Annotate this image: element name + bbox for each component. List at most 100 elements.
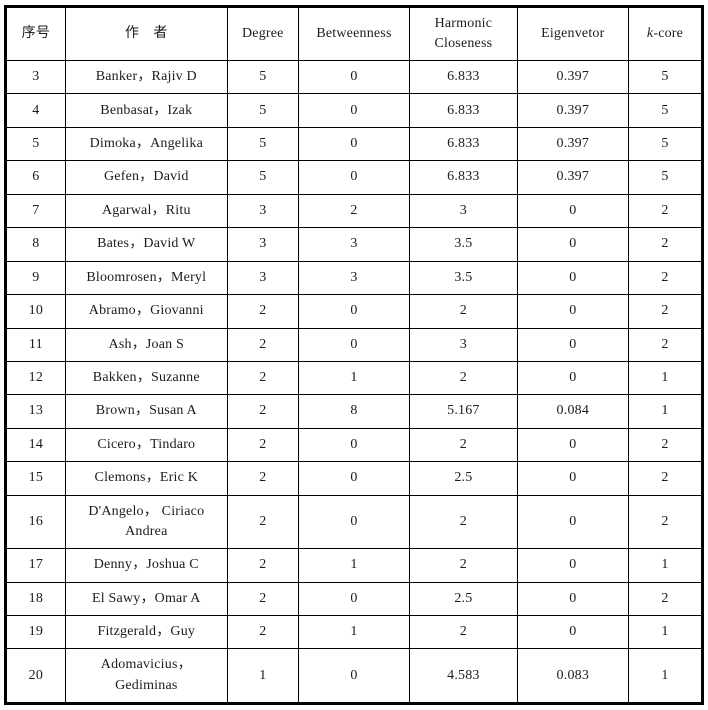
cell-eigenvector: 0.397 xyxy=(516,59,630,95)
cell-kcore: 2 xyxy=(628,461,702,496)
cell-degree: 2 xyxy=(226,327,299,362)
cell-eigenvector: 0.397 xyxy=(516,93,630,128)
cell-degree: 2 xyxy=(226,494,299,550)
table-row: 8 Bates，David W 3 3 3.5 0 2 xyxy=(6,227,702,262)
cell-eigenvector: 0.397 xyxy=(516,160,630,195)
cell-harmonic-closeness: 6.833 xyxy=(409,126,518,162)
cell-eigenvector: 0 xyxy=(516,581,630,617)
cell-author: Banker，Rajiv D xyxy=(64,59,228,95)
cell-degree: 3 xyxy=(226,227,299,262)
cell-index: 17 xyxy=(6,548,66,583)
cell-harmonic-closeness: 4.583 xyxy=(409,648,518,703)
cell-kcore: 2 xyxy=(628,427,702,463)
header-row: 序号 作 者 Degree Betweenness Harmonic Close… xyxy=(6,7,702,61)
header-author: 作 者 xyxy=(64,7,228,61)
cell-kcore: 2 xyxy=(628,581,702,617)
cell-index: 4 xyxy=(6,93,66,128)
cell-betweenness: 2 xyxy=(297,193,411,229)
cell-degree: 2 xyxy=(226,615,299,650)
cell-author: Bloomrosen，Meryl xyxy=(64,260,228,296)
cell-degree: 2 xyxy=(226,294,299,329)
cell-author: Ash，Joan S xyxy=(64,327,228,362)
kcore-rest: -core xyxy=(653,25,684,41)
cell-harmonic-closeness: 2 xyxy=(409,427,518,463)
cell-betweenness: 0 xyxy=(297,160,411,195)
cell-index: 9 xyxy=(6,260,66,296)
cell-eigenvector: 0 xyxy=(516,260,630,296)
cell-author: Benbasat，Izak xyxy=(64,93,228,128)
cell-eigenvector: 0 xyxy=(516,461,630,496)
kcore-k-italic: k xyxy=(646,25,654,41)
cell-harmonic-closeness: 2 xyxy=(409,615,518,650)
cell-kcore: 1 xyxy=(628,548,702,583)
cell-author: Fitzgerald，Guy xyxy=(64,615,228,650)
table-row: 11 Ash，Joan S 2 0 3 0 2 xyxy=(6,327,702,362)
cell-kcore: 1 xyxy=(628,648,702,703)
cell-harmonic-closeness: 2.5 xyxy=(409,581,518,617)
cell-kcore: 5 xyxy=(628,160,702,195)
table-row: 9 Bloomrosen，Meryl 3 3 3.5 0 2 xyxy=(6,260,702,296)
cell-betweenness: 1 xyxy=(297,548,411,583)
table-row: 10 Abramo，Giovanni 2 0 2 0 2 xyxy=(6,294,702,329)
cell-eigenvector: 0 xyxy=(516,294,630,329)
cell-eigenvector: 0.084 xyxy=(516,394,630,429)
cell-harmonic-closeness: 3.5 xyxy=(409,227,518,262)
cell-author: Bates，David W xyxy=(64,227,228,262)
cell-author: Abramo，Giovanni xyxy=(64,294,228,329)
table-row: 3 Banker，Rajiv D 5 0 6.833 0.397 5 xyxy=(6,59,702,95)
cell-kcore: 1 xyxy=(628,394,702,429)
cell-index: 19 xyxy=(6,615,66,650)
header-degree: Degree xyxy=(226,7,299,61)
cell-degree: 2 xyxy=(226,581,299,617)
cell-eigenvector: 0 xyxy=(516,615,630,650)
cell-degree: 5 xyxy=(226,160,299,195)
cell-index: 16 xyxy=(6,494,66,550)
cell-degree: 2 xyxy=(226,394,299,429)
cell-harmonic-closeness: 6.833 xyxy=(409,160,518,195)
table-row: 19 Fitzgerald，Guy 2 1 2 0 1 xyxy=(6,615,702,650)
cell-harmonic-closeness: 3 xyxy=(409,193,518,229)
header-harmonic-closeness: Harmonic Closeness xyxy=(409,7,518,61)
cell-index: 14 xyxy=(6,427,66,463)
table-row: 15 Clemons，Eric K 2 0 2.5 0 2 xyxy=(6,461,702,496)
cell-betweenness: 0 xyxy=(297,648,411,703)
cell-eigenvector: 0 xyxy=(516,360,630,396)
cell-index: 15 xyxy=(6,461,66,496)
table-row: 7 Agarwal，Ritu 3 2 3 0 2 xyxy=(6,193,702,229)
table-row: 14 Cicero，Tindaro 2 0 2 0 2 xyxy=(6,427,702,463)
cell-index: 6 xyxy=(6,160,66,195)
cell-betweenness: 0 xyxy=(297,126,411,162)
cell-kcore: 1 xyxy=(628,360,702,396)
cell-kcore: 2 xyxy=(628,327,702,362)
cell-harmonic-closeness: 6.833 xyxy=(409,93,518,128)
cell-betweenness: 0 xyxy=(297,93,411,128)
cell-eigenvector: 0 xyxy=(516,427,630,463)
table-body: 3 Banker，Rajiv D 5 0 6.833 0.397 5 4 Ben… xyxy=(6,59,702,703)
cell-kcore: 5 xyxy=(628,59,702,95)
cell-harmonic-closeness: 2.5 xyxy=(409,461,518,496)
cell-author: Cicero，Tindaro xyxy=(64,427,228,463)
cell-index: 10 xyxy=(6,294,66,329)
cell-index: 8 xyxy=(6,227,66,262)
cell-author: Adomavicius， Gediminas xyxy=(64,648,228,703)
table-row: 17 Denny，Joshua C 2 1 2 0 1 xyxy=(6,548,702,583)
cell-betweenness: 0 xyxy=(297,427,411,463)
table-row: 20 Adomavicius， Gediminas 1 0 4.583 0.08… xyxy=(6,648,702,703)
cell-harmonic-closeness: 5.167 xyxy=(409,394,518,429)
cell-betweenness: 0 xyxy=(297,581,411,617)
header-eigenvector: Eigenvetor xyxy=(516,7,630,61)
cell-index: 13 xyxy=(6,394,66,429)
cell-author: Dimoka，Angelika xyxy=(64,126,228,162)
cell-harmonic-closeness: 2 xyxy=(409,294,518,329)
cell-betweenness: 0 xyxy=(297,461,411,496)
cell-kcore: 2 xyxy=(628,294,702,329)
table-row: 16 D'Angelo， Ciriaco Andrea 2 0 2 0 2 xyxy=(6,494,702,550)
cell-index: 3 xyxy=(6,59,66,95)
cell-author: Brown，Susan A xyxy=(64,394,228,429)
cell-betweenness: 8 xyxy=(297,394,411,429)
cell-harmonic-closeness: 6.833 xyxy=(409,59,518,95)
table-header: 序号 作 者 Degree Betweenness Harmonic Close… xyxy=(6,7,702,61)
cell-degree: 5 xyxy=(226,126,299,162)
cell-eigenvector: 0 xyxy=(516,327,630,362)
